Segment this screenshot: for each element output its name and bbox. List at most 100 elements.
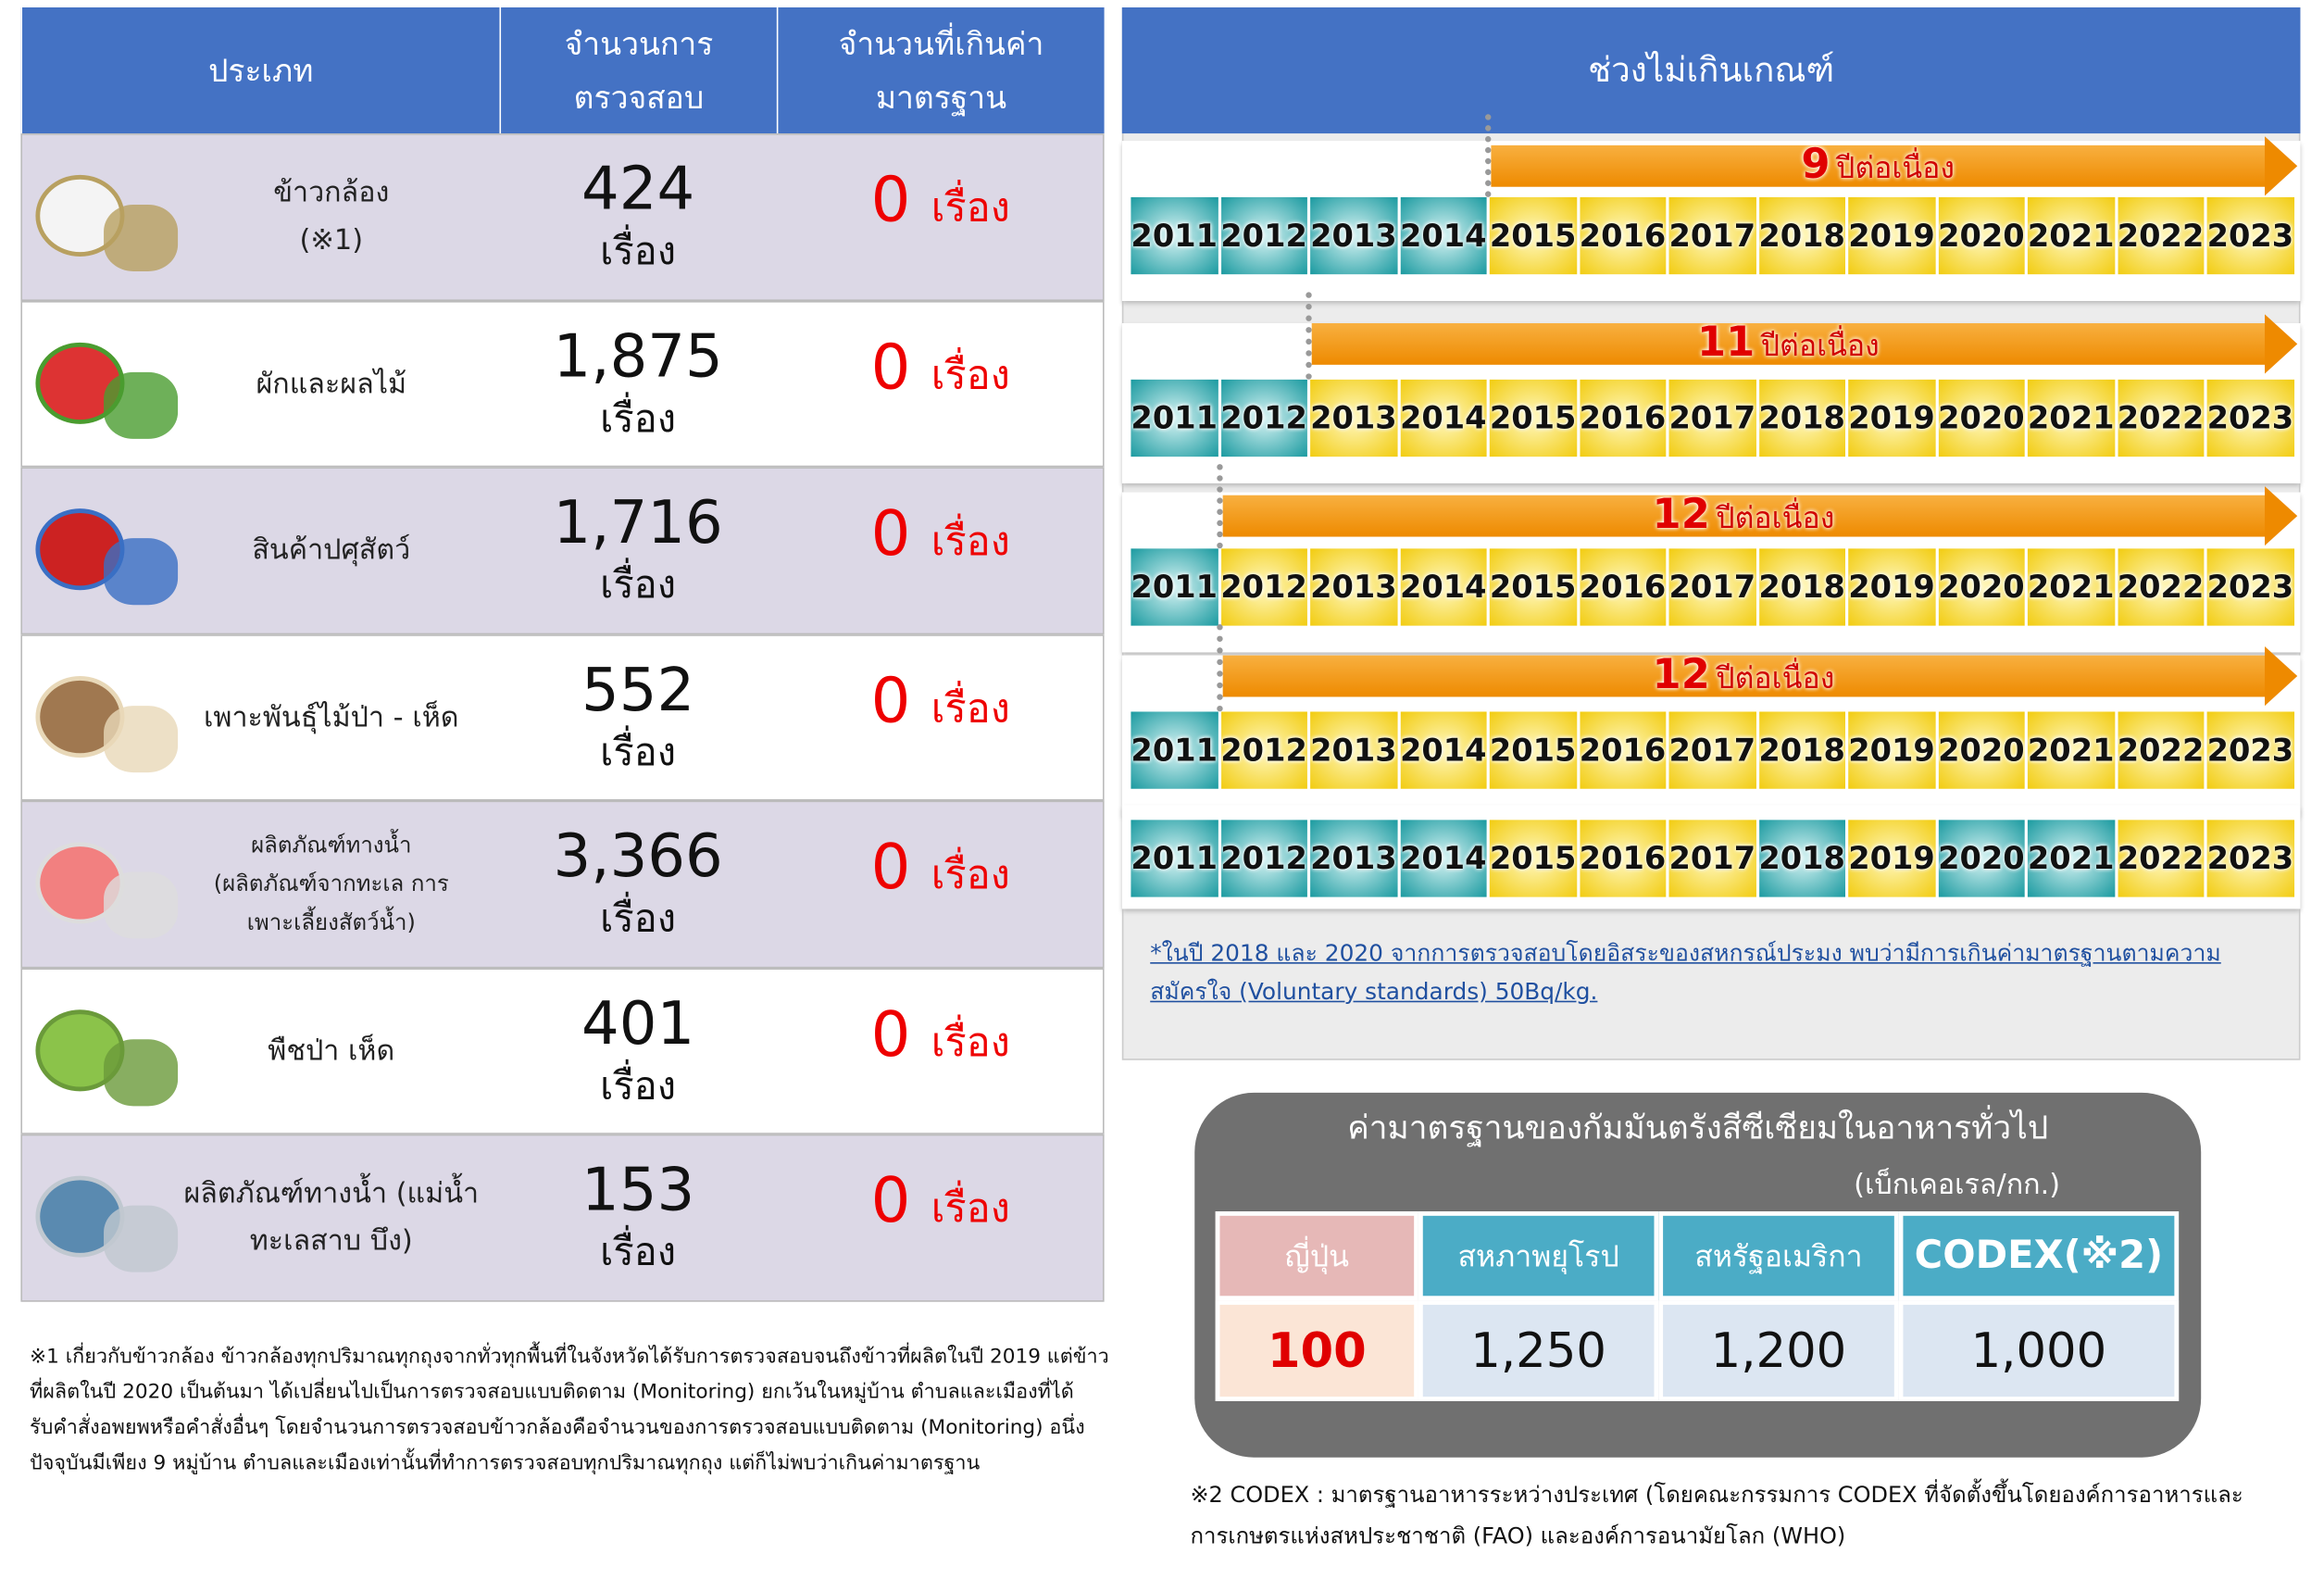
- label-line: พืชป่า เห็ด: [268, 1034, 395, 1068]
- count: 153: [581, 1157, 695, 1225]
- count: 424: [581, 156, 695, 225]
- header-cell: ประเภท: [20, 7, 499, 134]
- standards-header: CODEX(※2): [1898, 1211, 2180, 1301]
- standards-value: 1,200: [1658, 1300, 1899, 1401]
- count-unit: เรื่อง: [600, 897, 677, 943]
- streak-label: 12 ปีต่อเนื่อง: [1219, 489, 2268, 543]
- table-row: [20, 1134, 1105, 1301]
- year-cell: 2019: [1848, 196, 1935, 275]
- year-cell: 2017: [1668, 820, 1756, 897]
- count-unit: เรื่อง: [600, 230, 677, 275]
- label-line: ทะเลสาบ บึง): [249, 1224, 413, 1259]
- year-cell: 2022: [2117, 196, 2205, 275]
- streak-number: 9: [1801, 139, 1830, 189]
- count-unit: เรื่อง: [600, 1064, 677, 1109]
- timeline-title: ช่วงไม่เกินเกณฑ์: [1121, 7, 2301, 134]
- exceeded-cell: 0 เรื่อง: [777, 633, 1105, 800]
- dotted-line: [1306, 292, 1312, 380]
- year-cell: 2012: [1220, 379, 1307, 457]
- standards-header: ญี่ปุ่น: [1215, 1211, 1418, 1301]
- header-text: ประเภท: [208, 52, 314, 89]
- exceeded-unit: เรื่อง: [931, 519, 1010, 565]
- streak-number: 11: [1696, 317, 1755, 367]
- year-cell: 2016: [1579, 548, 1667, 626]
- year-cell: 2021: [2027, 548, 2115, 626]
- count-cell: 401 เรื่อง: [499, 968, 776, 1134]
- year-cell: 2022: [2117, 820, 2205, 897]
- year-cell: 2018: [1758, 379, 1845, 457]
- year-cell: 2018: [1758, 820, 1845, 897]
- year-cell: 2011: [1131, 820, 1218, 897]
- category-label: พืชป่า เห็ด: [163, 968, 499, 1134]
- table-row: [20, 967, 1105, 1134]
- table-row: [20, 300, 1105, 468]
- label-line: ผลิตภัณฑ์ทางน้ำ: [251, 832, 412, 859]
- year-cell: 2015: [1489, 711, 1577, 789]
- table-row: [20, 467, 1105, 634]
- year-cell: 2011: [1131, 548, 1218, 626]
- year-cell: 2012: [1220, 548, 1307, 626]
- year-cell: 2020: [1938, 548, 2025, 626]
- dotted-line: [1485, 114, 1492, 197]
- arrow-body: [1221, 495, 2271, 537]
- streak-label: 11 ปีต่อเนื่อง: [1309, 318, 2268, 371]
- year-cell: 2014: [1399, 820, 1487, 897]
- arrow-head: [2265, 646, 2298, 707]
- icon: [104, 1205, 179, 1272]
- category-label: ผลิตภัณฑ์ทางน้ำ (แม่น้ำทะเลสาบ บึง): [163, 1134, 499, 1301]
- table-row: [20, 133, 1105, 301]
- streak-number: 12: [1652, 489, 1710, 539]
- exceeded-cell: 0 เรื่อง: [777, 300, 1105, 467]
- count: 552: [581, 656, 695, 725]
- year-cell: 2022: [2117, 711, 2205, 789]
- year-cell: 2019: [1848, 711, 1935, 789]
- header-text: จำนวนการ: [564, 26, 714, 62]
- exceeded-cell: 0 เรื่อง: [777, 133, 1105, 300]
- standards-header: สหรัฐอเมริกา: [1658, 1211, 1899, 1301]
- arrow-body: [1221, 655, 2271, 697]
- standards-value: 1,000: [1898, 1300, 2180, 1401]
- icon: [104, 538, 179, 606]
- exceeded: 0: [870, 330, 911, 403]
- year-cell: 2020: [1938, 196, 2025, 275]
- year-cell: 2019: [1848, 548, 1935, 626]
- arrow-head: [2265, 314, 2298, 374]
- count-unit: เรื่อง: [600, 396, 677, 442]
- year-cell: 2020: [1938, 711, 2025, 789]
- label-line: ผลิตภัณฑ์ทางน้ำ (แม่น้ำ: [183, 1177, 480, 1210]
- year-cell: 2021: [2027, 820, 2115, 897]
- year-cell: 2013: [1310, 820, 1397, 897]
- year-cell: 2023: [2206, 820, 2294, 897]
- exceeded-unit: เรื่อง: [931, 185, 1010, 232]
- icon: [104, 871, 179, 939]
- exceeded: 0: [870, 996, 911, 1071]
- count-unit: เรื่อง: [600, 1231, 677, 1276]
- count-cell: 424 เรื่อง: [499, 133, 776, 300]
- streak-text: ปีต่อเนื่อง: [1835, 149, 1955, 186]
- year-cell: 2014: [1399, 711, 1487, 789]
- year-cell: 2016: [1579, 711, 1667, 789]
- exceeded-cell: 0 เรื่อง: [777, 801, 1105, 968]
- footnote: ※1 เกี่ยวกับข้าวกล้อง ข้าวกล้องทุกปริมาณ…: [30, 1345, 1109, 1475]
- exceeded-unit: เรื่อง: [931, 1019, 1010, 1066]
- exceeded-unit: เรื่อง: [931, 852, 1010, 899]
- label-line: ผักและผลไม้: [256, 367, 407, 400]
- count-cell: 153 เรื่อง: [499, 1134, 776, 1301]
- year-cell: 2015: [1489, 820, 1577, 897]
- exceeded: 0: [870, 830, 911, 904]
- year-cell: 2019: [1848, 379, 1935, 457]
- year-cell: 2017: [1668, 379, 1756, 457]
- header-text: จำนวนที่เกินค่า: [838, 26, 1044, 62]
- table-row: [20, 800, 1105, 968]
- exceeded: 0: [870, 663, 911, 736]
- year-cell: 2014: [1399, 196, 1487, 275]
- year-cell: 2018: [1758, 196, 1845, 275]
- footnote: ※2 CODEX : มาตรฐานอาหารระหว่างประเทศ (โด…: [1190, 1481, 2243, 1550]
- streak-label: 12 ปีต่อเนื่อง: [1219, 649, 2268, 703]
- year-cell: 2017: [1668, 196, 1756, 275]
- category-label: ข้าวกล้อง (※1): [163, 133, 499, 300]
- arrow-head: [2265, 136, 2298, 196]
- label-line: เพาะพันธุ์ไม้ป่า - เห็ด: [204, 700, 459, 734]
- standards-unit: (เบ็กเคอเรล/กก.): [1854, 1168, 2061, 1201]
- arrow-body: [1491, 144, 2271, 187]
